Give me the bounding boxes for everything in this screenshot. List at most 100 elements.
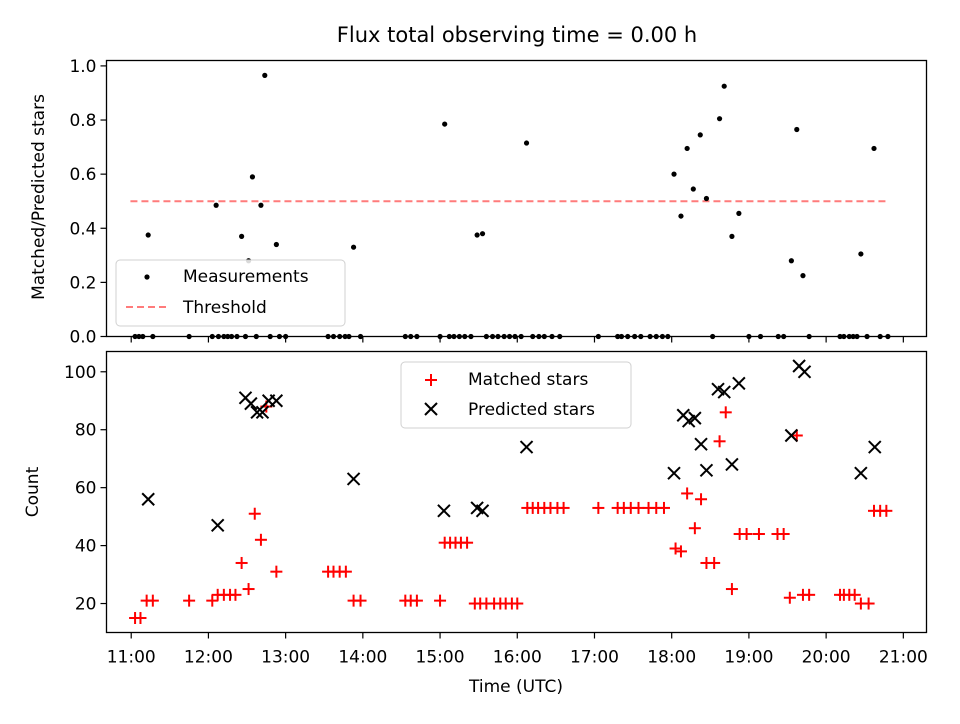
measurement-point (788, 258, 794, 264)
legend-predicted-marker (424, 402, 438, 416)
predicted-star-point (255, 405, 270, 420)
count-x-tick-label: 19:00 (724, 648, 773, 668)
measurement-point (258, 202, 264, 208)
predicted-star-point (694, 437, 708, 451)
legend-measurements-label: Measurements (183, 267, 309, 287)
predicted-star-point (244, 396, 258, 411)
matched-star-point (669, 542, 682, 555)
matched-star-point (862, 597, 875, 610)
measurement-point (697, 132, 703, 138)
predicted-star-point (717, 385, 731, 399)
matched-star-point (270, 565, 283, 578)
matched-star-point (783, 591, 796, 604)
matched-star-point (719, 406, 732, 419)
matched-star-point (880, 504, 893, 517)
ratio-panel: 0.0 0.2 0.4 0.6 0.8 1.0 Matched/Predicted sta… (29, 57, 928, 348)
matched-star-point (410, 594, 423, 607)
measurement-point (213, 202, 219, 208)
count-panel-legend: Matched stars Predicted stars (400, 361, 632, 429)
matched-star-point (713, 435, 726, 448)
predicted-star-point (475, 504, 490, 518)
predicted-star-point (725, 457, 739, 472)
predicted-star-point (688, 411, 702, 425)
ratio-panel-y-ticks: 0.0 0.2 0.4 0.6 0.8 1.0 (69, 57, 107, 348)
matched-star-point (511, 597, 524, 610)
ratio-y-tick-label: 0.6 (69, 165, 96, 185)
matched-star-point (254, 533, 267, 546)
matched-star-point (557, 501, 570, 514)
count-x-tick-label: 12:00 (184, 648, 233, 668)
count-panel-frame (105, 350, 928, 634)
matched-star-point (592, 501, 605, 514)
predicted-star-point (854, 466, 868, 480)
measurement-point (262, 72, 268, 78)
measurement-point (690, 186, 696, 192)
measurement-point (716, 116, 723, 122)
count-x-tick-label: 16:00 (493, 648, 542, 668)
matched-star-point (146, 594, 159, 607)
count-panel: 11:00 12:00 13:00 14:00 15:00 16:00 17:00 18:00… (23, 350, 928, 697)
x-axis-label: Time (UTC) (468, 677, 563, 697)
matched-star-point (229, 588, 242, 601)
count-x-tick-label: 11:00 (107, 648, 156, 668)
predicted-star-point (667, 466, 681, 480)
measurement-point (442, 121, 448, 127)
measurement-point (273, 241, 279, 248)
legend-predicted-label: Predicted stars (468, 400, 595, 420)
count-x-tick-label: 13:00 (261, 648, 310, 668)
matched-star-point (777, 528, 790, 541)
count-panel-y-ticks: 20 40 60 80 100 (64, 363, 107, 615)
measurement-point (523, 140, 530, 146)
measurement-point (671, 171, 677, 177)
ratio-y-tick-label: 1.0 (69, 57, 96, 77)
count-panel-y-axis-label: Count (23, 466, 43, 517)
matched-star-point (674, 545, 687, 558)
measurement-point (684, 145, 690, 152)
predicted-star-point (784, 428, 799, 443)
predicted-star-point (210, 518, 225, 533)
measurement-point (703, 195, 710, 202)
predicted-star-point (732, 376, 746, 391)
measurement-point (858, 251, 864, 257)
matched-star-point (688, 522, 701, 535)
chart-title: Flux total observing time = 0.00 h (337, 23, 697, 47)
ratio-panel-frame (105, 59, 928, 338)
ratio-y-tick-label: 0.2 (69, 273, 96, 293)
count-y-tick-label: 80 (75, 421, 97, 441)
ratio-y-tick-label: 0.8 (69, 111, 96, 131)
predicted-star-point (519, 440, 534, 454)
measurement-point (239, 233, 245, 239)
measurement-point (350, 244, 357, 250)
count-x-tick-label: 17:00 (570, 648, 619, 668)
predicted-star-point (250, 405, 264, 420)
matched-star-point (657, 501, 670, 514)
matched-star-point (248, 507, 261, 520)
count-y-tick-label: 40 (75, 537, 97, 557)
measurement-point (794, 126, 800, 133)
predicted-star-point (797, 365, 812, 379)
matched-star-point (632, 501, 645, 514)
legend-threshold-label: Threshold (182, 298, 267, 318)
count-x-tick-label: 14:00 (338, 648, 387, 668)
measurement-point (871, 145, 877, 152)
ratio-legend-box (115, 259, 346, 327)
predicted-star-point (141, 492, 155, 506)
count-y-tick-label: 20 (75, 595, 97, 615)
count-x-tick-label: 18:00 (647, 648, 696, 668)
legend-matched-label: Matched stars (468, 370, 588, 390)
measurement-point (249, 174, 256, 180)
matched-star-point (803, 588, 816, 601)
predicted-star-point (269, 394, 284, 408)
matched-star-point (725, 583, 738, 596)
matched-star-point (206, 594, 219, 607)
legend-measurements-marker (144, 274, 150, 280)
matched-star-point (752, 528, 765, 541)
matched-star-point (848, 588, 861, 601)
ratio-panel-x-ticks (130, 336, 904, 343)
matched-star-point (242, 583, 255, 596)
count-x-tick-label: 20:00 (802, 648, 851, 668)
measurement-point (678, 213, 684, 219)
matched-star-point (681, 487, 694, 500)
